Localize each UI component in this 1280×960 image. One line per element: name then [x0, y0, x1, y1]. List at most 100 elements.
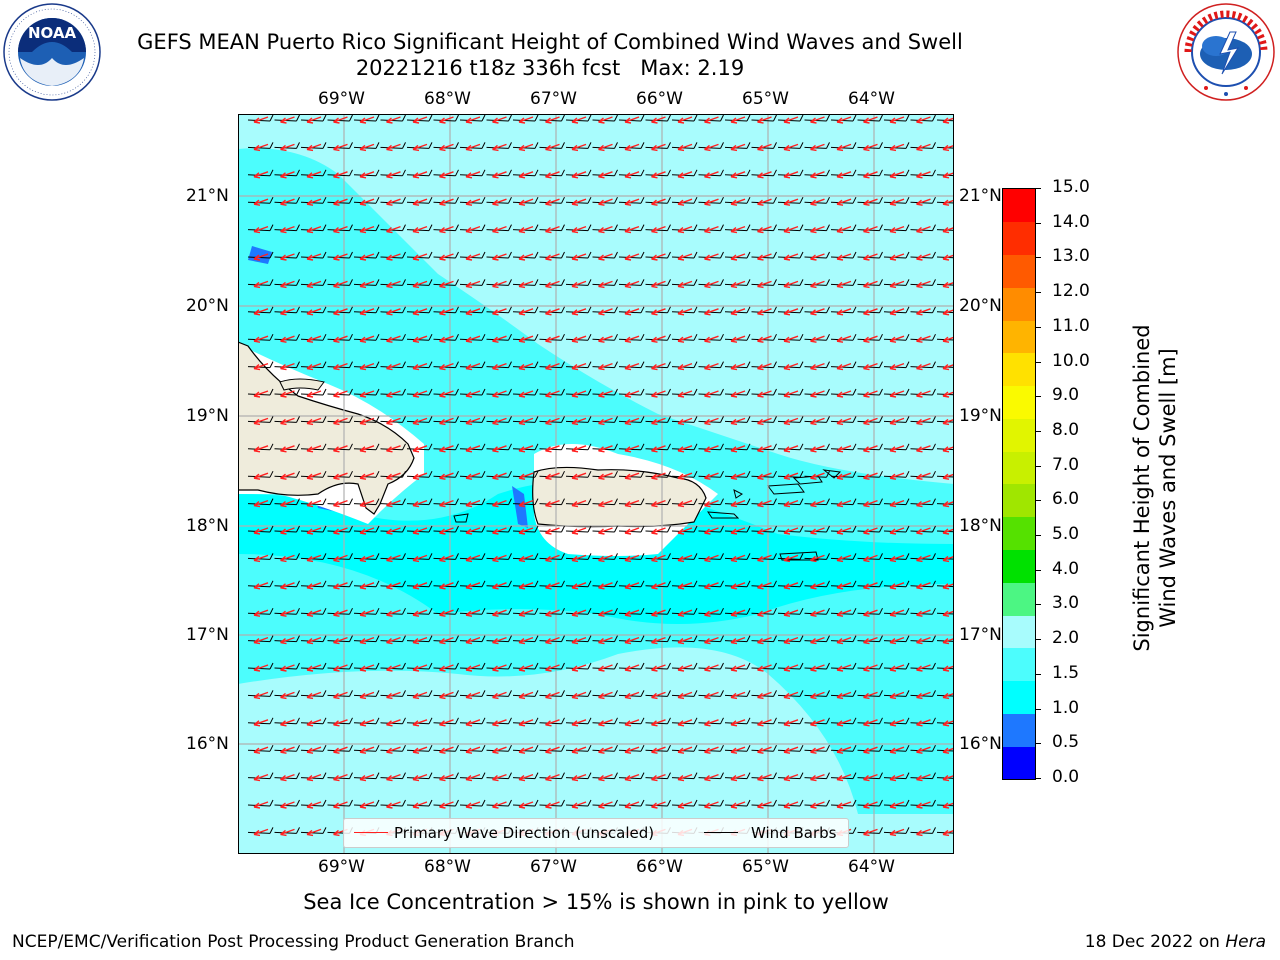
wave-arrow: [598, 362, 613, 371]
wave-arrow: [439, 719, 454, 727]
wave-arrow: [677, 582, 693, 590]
wave-arrow: [333, 664, 348, 672]
wave-arrow: [359, 527, 375, 535]
wave-arrow: [810, 362, 825, 371]
wave-arrow: [465, 225, 481, 234]
graticule: [238, 114, 954, 854]
colorbar-segment: [1003, 254, 1035, 288]
colorbar-tick-mark: [1035, 465, 1041, 467]
wave-arrow: [412, 198, 428, 206]
wave-arrow: [280, 828, 295, 837]
wave-arrow: [253, 691, 269, 700]
wave-arrow: [863, 636, 878, 645]
wave-arrow: [810, 719, 825, 727]
wave-arrow: [651, 801, 666, 809]
wave-arrow: [624, 171, 640, 179]
wave-arrow: [916, 554, 931, 563]
wave-arrow: [704, 143, 719, 152]
wave-arrow: [624, 691, 640, 700]
wave-arrow: [624, 116, 640, 124]
wave-arrow: [571, 719, 587, 727]
wave-arrow: [359, 116, 375, 124]
colorbar-segment: [1003, 320, 1035, 354]
wave-arrow: [624, 143, 640, 152]
wave-arrow: [412, 746, 428, 754]
wave-arrow: [889, 308, 905, 316]
lat-label-left-17n: 17°N: [186, 625, 229, 645]
wave-arrow: [757, 417, 772, 426]
wave-arrow: [306, 308, 322, 316]
wave-arrow: [359, 171, 375, 179]
wave-arrow: [889, 691, 905, 700]
wave-arrow: [518, 308, 534, 316]
wave-arrow: [730, 280, 746, 289]
wave-arrow: [412, 472, 428, 480]
wave-arrow: [333, 472, 348, 480]
wave-arrow: [598, 171, 613, 179]
wave-arrow: [677, 664, 693, 672]
wave-arrow: [704, 527, 719, 535]
colorbar-tick-mark: [1035, 430, 1041, 432]
wave-arrow: [465, 253, 481, 261]
wave-arrow: [518, 719, 534, 727]
colorbar-segment: [1003, 484, 1035, 518]
wave-arrow: [306, 280, 322, 289]
wave-arrow: [836, 773, 852, 782]
wave-arrow: [545, 773, 560, 782]
wave-arrow: [730, 472, 746, 480]
colorbar-tick-label: 4.0: [1052, 558, 1080, 579]
wave-arrow: [704, 746, 719, 754]
wave-arrow: [836, 308, 852, 316]
wave-arrow: [810, 143, 825, 152]
wave-arrow: [836, 472, 852, 480]
wave-arrow: [757, 554, 772, 563]
island-culebra: [733, 489, 743, 499]
wave-arrow: [863, 417, 878, 426]
wave-arrow: [624, 417, 640, 426]
wave-arrow: [757, 335, 772, 343]
island-st-thomas: [767, 483, 805, 495]
wave-arrow: [651, 335, 666, 343]
wave-arrow: [492, 472, 507, 480]
wave-arrow: [916, 280, 931, 289]
wave-arrow: [253, 198, 269, 206]
wave-arrow: [810, 582, 825, 590]
wave-arrow: [571, 773, 587, 782]
colorbar-tick-mark: [1035, 500, 1041, 502]
island-tortola: [822, 469, 842, 479]
wave-arrow: [571, 308, 587, 316]
wave-arrow: [333, 499, 348, 508]
wave-arrow: [253, 417, 269, 426]
wave-arrow: [598, 609, 613, 617]
colorbar-segment: [1003, 680, 1035, 714]
wave-arrow: [439, 417, 454, 426]
wave-arrow: [465, 691, 481, 700]
wave-arrow: [889, 582, 905, 590]
wave-arrow: [836, 636, 852, 645]
wave-arrow: [810, 499, 825, 508]
wave-arrow: [598, 691, 613, 700]
wave-arrow: [333, 445, 348, 453]
wave-arrow: [386, 417, 401, 426]
wave-arrow: [465, 527, 481, 535]
wave-arrow: [465, 746, 481, 754]
lon-label-bottom-65w: 65°W: [742, 857, 789, 877]
wave-arrow: [571, 362, 587, 371]
wave-arrow: [359, 746, 375, 754]
wave-arrow: [333, 636, 348, 645]
wave-arrow: [651, 773, 666, 782]
wave-arrow: [306, 225, 322, 234]
wave-arrow: [518, 143, 534, 152]
wave-arrow: [916, 527, 931, 535]
wave-arrow: [545, 472, 560, 480]
wave-arrow: [280, 198, 295, 206]
legend-barb-swatch: [704, 832, 738, 833]
wave-arrow: [518, 198, 534, 206]
wave-arrow: [783, 225, 799, 234]
wave-arrow: [889, 280, 905, 289]
wave-arrow: [465, 308, 481, 316]
wave-arrow: [465, 499, 481, 508]
wave-arrow: [492, 445, 507, 453]
wave-arrow: [359, 609, 375, 617]
wave-arrow: [863, 691, 878, 700]
